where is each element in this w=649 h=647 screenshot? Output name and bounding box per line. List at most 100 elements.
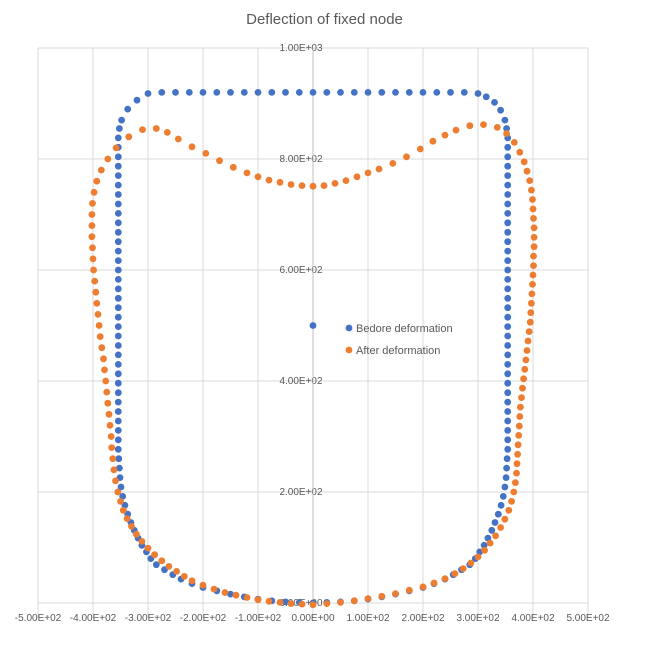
before-point bbox=[114, 294, 122, 302]
before-point bbox=[282, 598, 289, 606]
before-point bbox=[504, 427, 512, 434]
before-point bbox=[114, 323, 122, 330]
before-point bbox=[504, 294, 512, 302]
before-point bbox=[144, 90, 152, 97]
after-point bbox=[364, 595, 372, 602]
after-point bbox=[530, 243, 538, 251]
after-point bbox=[416, 145, 424, 153]
after-point bbox=[254, 173, 262, 181]
after-point bbox=[503, 130, 510, 137]
after-point bbox=[337, 599, 344, 606]
before-point bbox=[114, 332, 122, 340]
after-point bbox=[112, 144, 120, 152]
before-point bbox=[504, 172, 512, 180]
after-point bbox=[342, 177, 350, 185]
after-point bbox=[139, 126, 146, 133]
before-point bbox=[114, 285, 122, 293]
after-point bbox=[243, 169, 251, 177]
after-point bbox=[516, 148, 524, 156]
data-points bbox=[88, 89, 538, 609]
before-point bbox=[118, 116, 125, 124]
after-point bbox=[265, 597, 273, 605]
after-point bbox=[89, 244, 96, 252]
after-point bbox=[133, 530, 140, 538]
before-point bbox=[114, 134, 122, 142]
before-point bbox=[474, 90, 482, 97]
before-point bbox=[268, 89, 276, 96]
after-point bbox=[474, 553, 482, 561]
before-point bbox=[504, 361, 512, 368]
after-point bbox=[525, 328, 533, 335]
before-point bbox=[504, 445, 512, 453]
after-point bbox=[265, 176, 273, 184]
before-point bbox=[254, 89, 262, 96]
before-point bbox=[504, 200, 512, 208]
before-point bbox=[504, 247, 512, 255]
before-point bbox=[114, 200, 122, 208]
after-point bbox=[123, 515, 131, 522]
after-point bbox=[298, 600, 306, 608]
after-point bbox=[510, 488, 518, 496]
after-point bbox=[98, 344, 106, 352]
after-point bbox=[104, 399, 112, 407]
after-point bbox=[497, 524, 504, 531]
before-point bbox=[114, 342, 122, 349]
before-point bbox=[114, 228, 122, 236]
legend-label: Bedore deformation bbox=[356, 323, 453, 335]
before-point bbox=[504, 304, 512, 312]
after-point bbox=[221, 589, 229, 596]
before-point bbox=[350, 89, 358, 96]
after-point bbox=[429, 137, 437, 145]
x-tick-label: 0.00E+00 bbox=[291, 613, 335, 624]
after-point bbox=[287, 181, 295, 188]
after-point bbox=[350, 597, 358, 605]
before-point bbox=[282, 89, 289, 96]
before-point bbox=[504, 408, 512, 415]
before-point bbox=[158, 89, 166, 96]
after-point bbox=[523, 347, 531, 354]
after-point bbox=[109, 455, 117, 463]
before-point bbox=[114, 304, 122, 312]
before-point bbox=[501, 483, 509, 491]
after-point bbox=[232, 591, 240, 599]
y-tick-label: 8.00E+02 bbox=[279, 154, 323, 165]
after-point bbox=[104, 155, 112, 163]
before-point bbox=[114, 247, 122, 255]
before-point bbox=[419, 89, 427, 96]
after-point bbox=[451, 570, 459, 577]
after-point bbox=[527, 309, 535, 317]
chart-title: Deflection of fixed node bbox=[246, 11, 403, 28]
before-point bbox=[499, 493, 507, 500]
before-point bbox=[501, 116, 509, 124]
y-tick-label: 4.00E+02 bbox=[279, 376, 323, 387]
before-point bbox=[504, 228, 512, 236]
after-point bbox=[459, 565, 467, 572]
after-point bbox=[152, 125, 160, 132]
after-point bbox=[529, 196, 536, 203]
before-point bbox=[504, 398, 512, 406]
after-point bbox=[138, 538, 146, 545]
after-point bbox=[94, 311, 102, 318]
before-point bbox=[502, 474, 510, 481]
before-point bbox=[114, 191, 122, 198]
after-point bbox=[88, 211, 96, 218]
after-point bbox=[165, 563, 173, 570]
before-point bbox=[114, 313, 122, 321]
after-point bbox=[529, 271, 537, 279]
after-point bbox=[492, 532, 499, 540]
before-point bbox=[114, 266, 122, 274]
before-point bbox=[114, 276, 122, 283]
after-point bbox=[493, 124, 501, 131]
after-point bbox=[405, 586, 413, 594]
after-point bbox=[528, 299, 535, 307]
after-point bbox=[96, 333, 104, 340]
before-point bbox=[114, 408, 122, 415]
before-point bbox=[504, 238, 512, 246]
after-point bbox=[180, 573, 188, 580]
before-point bbox=[114, 361, 122, 368]
before-point bbox=[115, 455, 123, 463]
after-point bbox=[158, 557, 166, 565]
before-point bbox=[392, 89, 399, 96]
after-point bbox=[528, 186, 535, 194]
axes: -5.00E+02 -4.00E+02 -3.00E+02 -2.00E+02 -1.0… bbox=[15, 43, 610, 624]
